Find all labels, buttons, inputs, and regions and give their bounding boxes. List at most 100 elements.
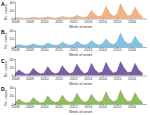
y-axis-line	[14, 31, 16, 48]
y-tick: 0	[12, 74, 16, 78]
x-tick: 2009	[26, 104, 34, 109]
x-tick: 2009	[26, 76, 34, 81]
x-tick: 2009	[26, 19, 34, 24]
figure: 2008200920102011201220132014201520160204…	[0, 0, 150, 115]
x-tick-label: 2013	[84, 48, 92, 52]
plot-area	[15, 90, 142, 104]
y-axis-line	[14, 3, 16, 20]
x-tick: 2015	[113, 104, 121, 109]
panel: 2008200920102011201220132014201520160204…	[1, 58, 147, 86]
x-axis-title: Week of onset	[69, 25, 92, 29]
x-tick-label: 2011	[55, 20, 63, 24]
y-tick-mark	[14, 39, 15, 40]
x-axis-line	[16, 19, 147, 21]
y-tick-mark	[14, 47, 15, 48]
area	[15, 4, 142, 19]
y-tick-mark	[14, 10, 15, 11]
x-tick: 2013	[84, 19, 92, 24]
x-axis: 200820092010201120122013201420152016	[12, 76, 147, 81]
y-tick-label: 40	[10, 1, 14, 5]
x-tick: 2015	[113, 19, 121, 24]
y-tick: 40	[10, 1, 16, 5]
x-tick: 2012	[70, 47, 78, 52]
x-tick-label: 2013	[84, 20, 92, 24]
x-tick: 2009	[26, 47, 34, 52]
x-tick-label: 2010	[41, 77, 49, 81]
y-tick: 20	[10, 9, 16, 13]
x-tick: 2011	[55, 47, 63, 52]
y-tick: 40	[10, 58, 16, 62]
x-axis-line	[16, 47, 147, 49]
plot-area	[15, 61, 142, 75]
x-tick: 2014	[99, 47, 107, 52]
x-tick: 2010	[41, 19, 49, 24]
x-tick-label: 2012	[70, 20, 78, 24]
y-tick-label: 0	[12, 46, 14, 50]
x-tick: 2014	[99, 19, 107, 24]
area	[15, 33, 142, 47]
y-axis-line	[14, 88, 16, 105]
y-axis-title: No. cases	[4, 61, 8, 77]
y-axis: 0 20 40	[10, 29, 16, 50]
x-axis: 200820092010201120122013201420152016	[12, 19, 147, 24]
x-axis: 200820092010201120122013201420152016	[12, 47, 147, 52]
y-tick-label: 20	[10, 37, 14, 41]
y-axis-title: No. cases	[4, 90, 8, 106]
x-tick: 2016	[128, 47, 136, 52]
x-tick: 2016	[128, 104, 136, 109]
y-tick-mark	[14, 67, 15, 68]
x-tick-label: 2014	[99, 48, 107, 52]
y-tick-label: 40	[10, 58, 14, 62]
x-tick: 2013	[84, 104, 92, 109]
x-tick-label: 2009	[26, 77, 34, 81]
x-tick: 2015	[113, 47, 121, 52]
x-tick-label: 2010	[41, 48, 49, 52]
y-tick: 0	[12, 46, 16, 50]
y-tick-label: 40	[10, 86, 14, 90]
x-tick: 2016	[128, 76, 136, 81]
x-tick-label: 2012	[70, 77, 78, 81]
y-axis: 0 20 40	[10, 58, 16, 79]
x-tick-label: 2009	[26, 48, 34, 52]
x-tick-label: 2012	[70, 48, 78, 52]
x-tick: 2015	[113, 76, 121, 81]
x-tick-label: 2014	[99, 77, 107, 81]
y-tick-mark	[14, 31, 15, 32]
x-tick: 2012	[70, 104, 78, 109]
y-tick: 40	[10, 29, 16, 33]
x-tick-label: 2016	[128, 77, 136, 81]
y-tick-mark	[14, 96, 15, 97]
x-axis-line	[16, 104, 147, 106]
x-tick-label: 2009	[26, 20, 34, 24]
x-tick: 2016	[128, 19, 136, 24]
x-tick-label: 2015	[113, 48, 121, 52]
x-tick-label: 2015	[113, 20, 121, 24]
x-tick: 2013	[84, 47, 92, 52]
x-tick-label: 2015	[113, 105, 121, 109]
y-axis: 02040	[10, 86, 16, 107]
y-tick-label: 20	[10, 9, 14, 13]
y-tick: 0	[12, 17, 16, 21]
x-tick: 2014	[99, 76, 107, 81]
x-tick: 2010	[41, 76, 49, 81]
x-axis-title: Week of onset	[69, 110, 92, 114]
y-tick-label: 20	[10, 66, 14, 70]
y-axis-title: No. cases	[4, 4, 8, 20]
y-tick-mark	[14, 2, 15, 3]
x-tick-label: 2012	[70, 105, 78, 109]
y-tick-mark	[14, 19, 15, 20]
x-tick-label: 2011	[55, 77, 63, 81]
x-tick-label: 2009	[26, 105, 34, 109]
y-tick-mark	[14, 59, 15, 60]
x-tick-label: 2016	[128, 20, 136, 24]
x-tick-label: 2014	[99, 105, 107, 109]
x-tick: 2011	[55, 76, 63, 81]
x-tick: 2012	[70, 19, 78, 24]
y-axis-title: No. cases	[4, 33, 8, 49]
x-axis: 200820092010201120122013201420152016	[12, 104, 147, 109]
x-axis-title: Week of onset	[69, 53, 92, 57]
plot-area	[15, 33, 142, 47]
y-tick-mark	[14, 104, 15, 105]
x-tick: 2013	[84, 76, 92, 81]
panel: 2008200920102011201220132014201520160204…	[1, 29, 147, 57]
